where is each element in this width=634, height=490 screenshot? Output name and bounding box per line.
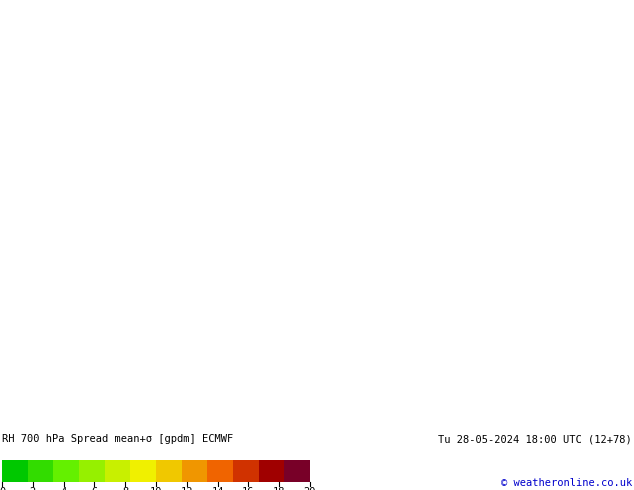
- Bar: [2, 460, 28, 482]
- Text: 10: 10: [150, 487, 162, 490]
- Text: 16: 16: [242, 487, 255, 490]
- Text: 6: 6: [91, 487, 98, 490]
- Text: 2: 2: [30, 487, 36, 490]
- Bar: [259, 460, 284, 482]
- Bar: [233, 460, 259, 482]
- Bar: [284, 460, 310, 482]
- Bar: [156, 460, 182, 482]
- Bar: [182, 460, 207, 482]
- Text: 20: 20: [304, 487, 316, 490]
- Text: RH 700 hPa Spread mean+σ [gpdm] ECMWF: RH 700 hPa Spread mean+σ [gpdm] ECMWF: [2, 434, 233, 444]
- Text: 14: 14: [211, 487, 224, 490]
- Text: 0: 0: [0, 487, 5, 490]
- Bar: [207, 460, 233, 482]
- Text: Tu 28-05-2024 18:00 UTC (12+78): Tu 28-05-2024 18:00 UTC (12+78): [438, 434, 632, 444]
- Bar: [53, 460, 79, 482]
- Text: 12: 12: [181, 487, 193, 490]
- Text: © weatheronline.co.uk: © weatheronline.co.uk: [501, 478, 632, 488]
- Bar: [79, 460, 105, 482]
- Text: 8: 8: [122, 487, 128, 490]
- Text: 4: 4: [60, 487, 67, 490]
- Bar: [105, 460, 131, 482]
- Bar: [28, 460, 53, 482]
- Text: 18: 18: [273, 487, 285, 490]
- Bar: [131, 460, 156, 482]
